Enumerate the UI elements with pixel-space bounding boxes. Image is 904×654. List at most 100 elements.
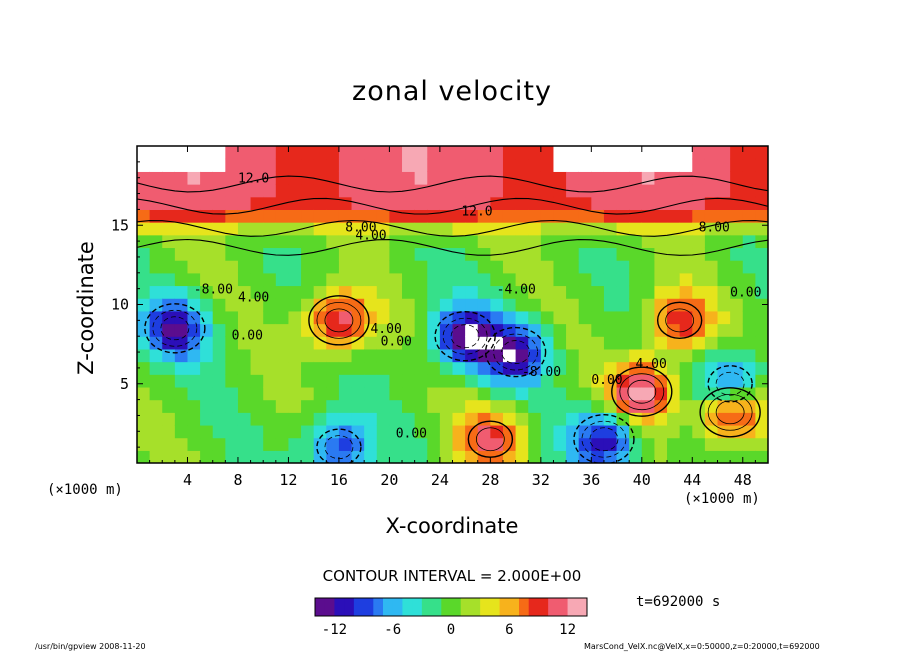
field-cell bbox=[490, 424, 504, 439]
field-cell bbox=[502, 158, 517, 172]
field-cell bbox=[162, 209, 176, 223]
field-cell bbox=[364, 412, 378, 426]
y-axis-label: Z-coordinate bbox=[74, 241, 98, 375]
field-cell bbox=[717, 184, 731, 198]
field-cell bbox=[629, 146, 643, 160]
field-cell bbox=[414, 285, 428, 299]
field-cell bbox=[250, 424, 264, 439]
field-cell bbox=[477, 374, 491, 388]
field-cell bbox=[376, 399, 390, 413]
field-cell bbox=[553, 146, 567, 160]
field-cell bbox=[263, 386, 277, 401]
field-cell bbox=[212, 234, 226, 249]
field-cell bbox=[275, 158, 290, 172]
field-cell bbox=[578, 171, 592, 185]
field-cell bbox=[402, 209, 416, 223]
field-cell bbox=[212, 336, 226, 350]
field-cell bbox=[187, 310, 201, 325]
field-cell bbox=[174, 260, 189, 274]
field-cell bbox=[667, 437, 681, 451]
field-cell bbox=[641, 310, 656, 325]
field-cell bbox=[603, 196, 618, 210]
field-cell bbox=[578, 272, 592, 287]
field-cell bbox=[149, 450, 163, 463]
field-cell bbox=[237, 158, 252, 172]
field-cell bbox=[402, 247, 416, 261]
field-cell bbox=[149, 272, 163, 287]
field-cell bbox=[364, 285, 378, 299]
field-cell bbox=[414, 336, 428, 350]
contour-label: 12.0 bbox=[461, 205, 492, 220]
field-cell bbox=[313, 260, 327, 274]
contour-label: 4.00 bbox=[238, 290, 269, 305]
field-cell bbox=[187, 399, 201, 413]
field-cell bbox=[389, 450, 403, 463]
field-cell bbox=[477, 323, 491, 337]
field-cell bbox=[427, 158, 441, 172]
field-cell bbox=[313, 247, 327, 261]
field-cell bbox=[755, 323, 768, 337]
field-cell bbox=[149, 437, 163, 451]
field-cell bbox=[515, 450, 529, 463]
field-cell bbox=[742, 234, 756, 249]
field-cell bbox=[717, 336, 731, 350]
field-cell bbox=[162, 247, 176, 261]
field-cell bbox=[502, 234, 517, 249]
field-cell bbox=[528, 184, 542, 198]
field-cell bbox=[742, 247, 756, 261]
field-cell bbox=[200, 272, 214, 287]
field-cell bbox=[439, 386, 454, 401]
field-cell bbox=[364, 386, 378, 401]
field-cell bbox=[351, 146, 365, 160]
colorbar-segment bbox=[315, 598, 326, 616]
field-cell bbox=[654, 348, 668, 363]
field-cell bbox=[427, 424, 441, 439]
field-cell bbox=[212, 146, 226, 160]
field-cell bbox=[288, 374, 302, 388]
field-cell bbox=[237, 348, 252, 363]
field-cell bbox=[654, 399, 668, 413]
field-cell bbox=[301, 285, 315, 299]
field-cell bbox=[540, 310, 555, 325]
field-cell bbox=[326, 196, 340, 210]
field-cell bbox=[502, 285, 517, 299]
field-cell bbox=[704, 437, 719, 451]
field-cell bbox=[692, 437, 706, 451]
colorbar-tick-label: 12 bbox=[559, 622, 576, 638]
field-cell bbox=[338, 260, 353, 274]
field-cell bbox=[452, 298, 466, 312]
field-cell bbox=[301, 209, 315, 223]
field-cell bbox=[692, 336, 706, 350]
field-cell bbox=[603, 184, 618, 198]
field-cell bbox=[237, 260, 252, 274]
field-cell bbox=[477, 171, 491, 185]
x-tick-label: 44 bbox=[683, 471, 701, 489]
field-cell bbox=[679, 424, 693, 439]
contour-label: -8.00 bbox=[522, 365, 561, 380]
field-cell bbox=[452, 234, 466, 249]
field-cell bbox=[540, 222, 555, 236]
field-cell bbox=[477, 272, 491, 287]
field-cell bbox=[200, 310, 214, 325]
field-cell bbox=[629, 399, 643, 413]
field-cell bbox=[414, 272, 428, 287]
x-tick-label: 4 bbox=[183, 471, 192, 489]
field-cell bbox=[490, 310, 504, 325]
field-cell bbox=[603, 247, 618, 261]
field-cell bbox=[162, 184, 176, 198]
field-cell bbox=[137, 374, 151, 388]
field-cell bbox=[540, 424, 555, 439]
field-cell bbox=[515, 399, 529, 413]
field-cell bbox=[288, 247, 302, 261]
field-cell bbox=[200, 260, 214, 274]
field-cell bbox=[237, 450, 252, 463]
field-cell bbox=[237, 272, 252, 287]
field-cell bbox=[578, 298, 592, 312]
field-cell bbox=[717, 260, 731, 274]
field-cell bbox=[137, 412, 151, 426]
field-cell bbox=[704, 247, 719, 261]
field-cell bbox=[730, 298, 744, 312]
field-cell bbox=[654, 285, 668, 299]
field-cell bbox=[288, 399, 302, 413]
